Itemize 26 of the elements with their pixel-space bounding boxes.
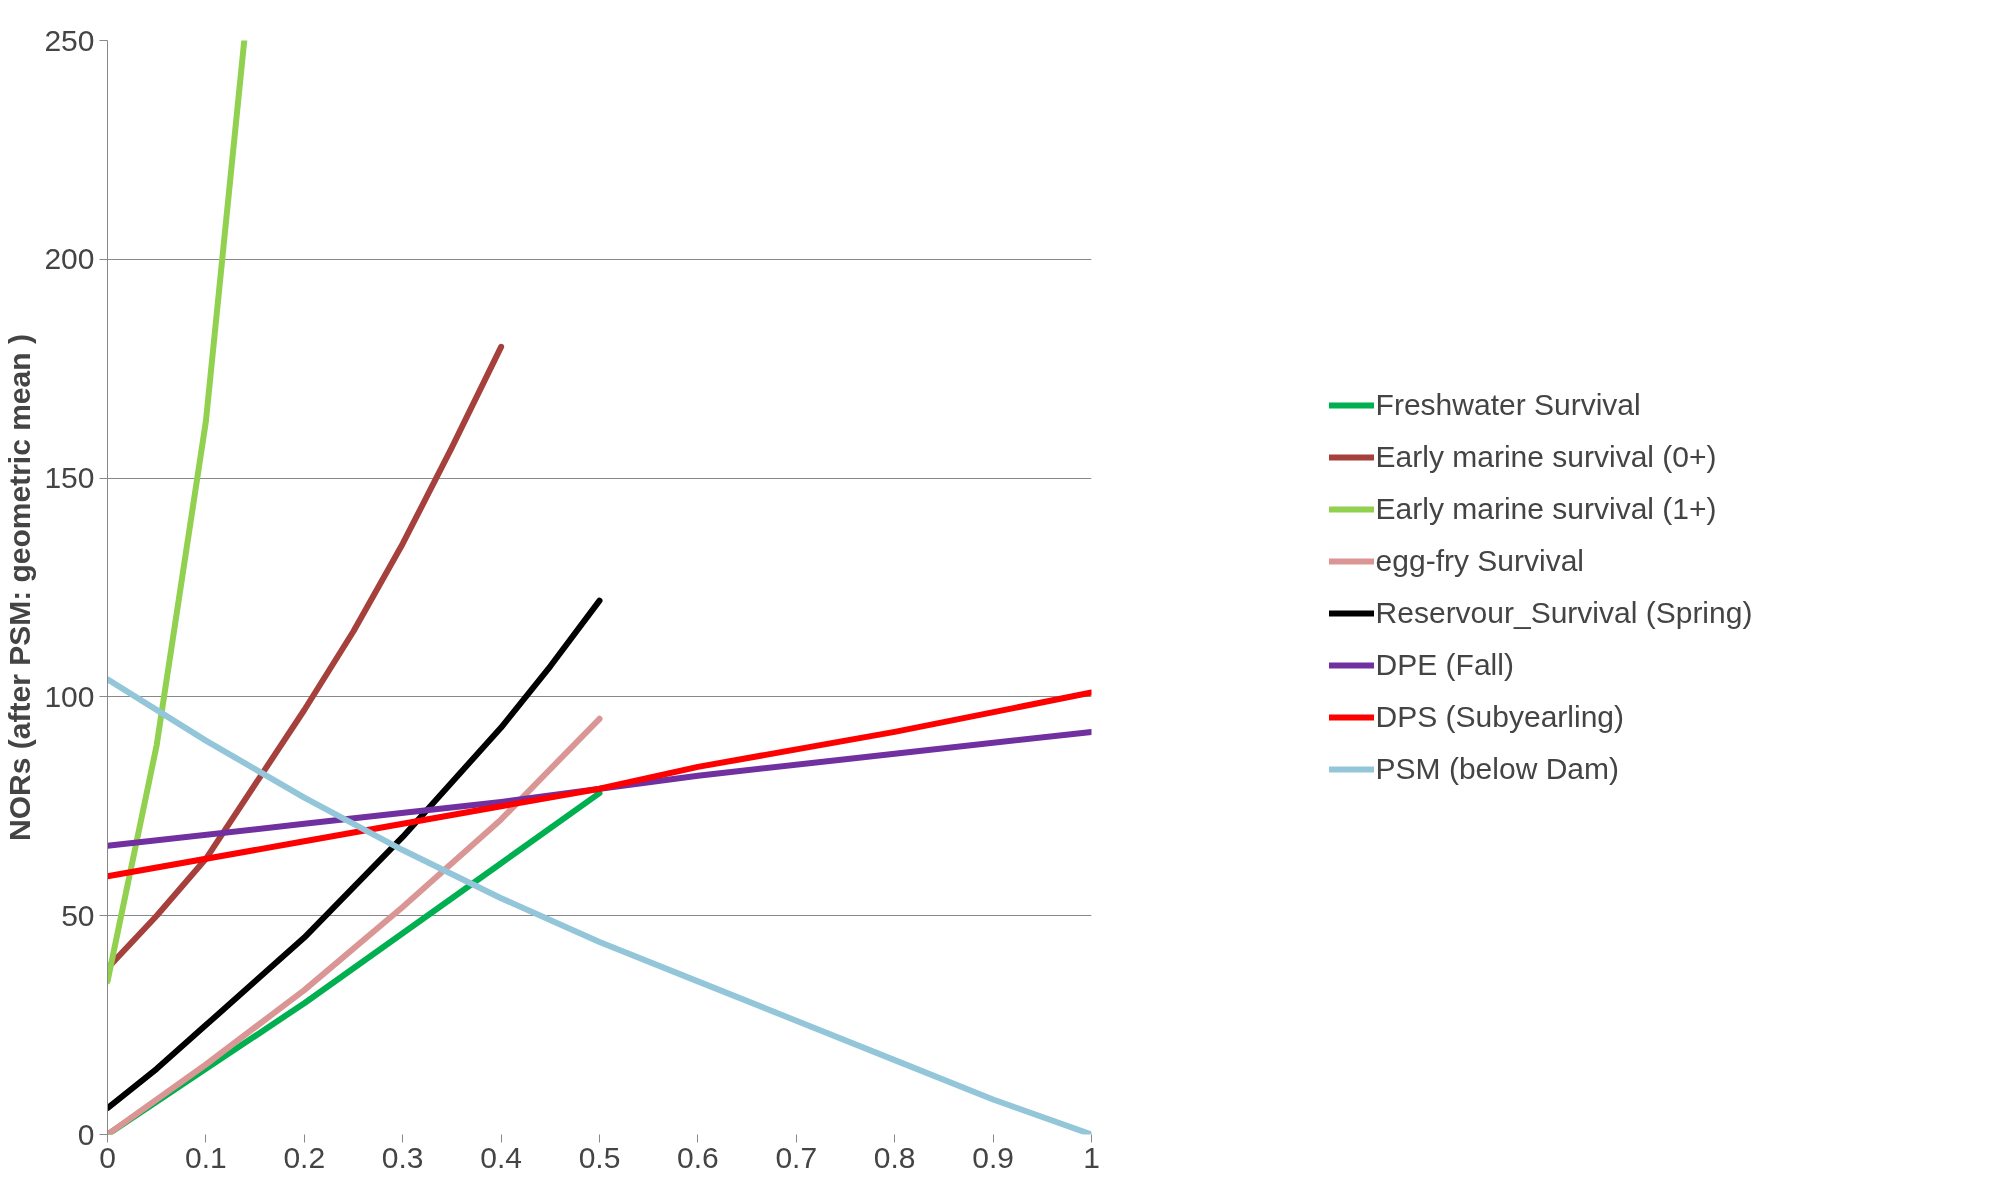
x-tick-label: 0.9 [972,1140,1014,1174]
x-tick-label: 0.3 [381,1140,424,1174]
legend-label: Early marine survival (0+) [1375,440,1717,474]
x-tick-label: 1 [1083,1140,1100,1174]
y-axis-title: NORs (after PSM: geometric mean ) [3,334,37,841]
x-tick-label: 0.7 [775,1140,818,1174]
y-tick-label: 100 [44,679,95,713]
legend-label: DPS (Subyearling) [1375,700,1625,734]
legend-label: DPE (Fall) [1375,648,1514,682]
x-tick-label: 0.6 [677,1140,719,1174]
x-tick-label: 0.8 [873,1140,916,1174]
y-tick-label: 50 [61,898,95,932]
y-tick-label: 200 [44,242,95,276]
y-tick-label: 0 [77,1117,95,1151]
x-tick-label: 0.4 [480,1140,522,1174]
x-tick-label: 0 [99,1140,116,1174]
legend-label: Early marine survival (1+) [1375,492,1717,526]
legend-label: PSM (below Dam) [1375,752,1619,786]
y-tick-label: 150 [44,461,95,495]
y-tick-label: 250 [44,23,95,57]
legend-label: Freshwater Survival [1375,388,1641,422]
legend-label: egg-fry Survival [1375,544,1584,578]
x-tick-label: 0.5 [578,1140,621,1174]
x-tick-label: 0.2 [283,1140,326,1174]
x-tick-label: 0.1 [185,1140,227,1174]
legend-label: Reservour_Survival (Spring) [1375,596,1753,630]
